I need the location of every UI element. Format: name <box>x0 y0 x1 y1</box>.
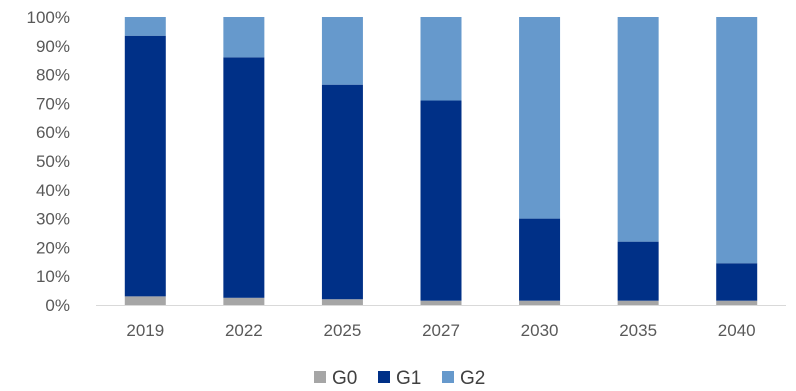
bar-segment-g2-2040 <box>716 17 758 264</box>
bar-segment-g1-2025 <box>321 84 363 300</box>
bar-segment-g0-2035 <box>617 300 659 305</box>
x-tick-label: 2022 <box>225 321 263 340</box>
x-tick-label: 2030 <box>521 321 559 340</box>
y-tick-label: 30% <box>36 210 70 229</box>
y-tick-label: 60% <box>36 123 70 142</box>
bar-segment-g0-2022 <box>223 297 265 305</box>
bar-segment-g1-2040 <box>716 263 758 301</box>
x-axis: 2019 2022 2025 2027 2030 2035 2040 <box>96 305 786 340</box>
bar-segment-g2-2030 <box>519 17 561 219</box>
bar-segment-g0-2019 <box>124 296 166 305</box>
bars <box>124 17 758 305</box>
y-tick-label: 10% <box>36 267 70 286</box>
bar-segment-g2-2035 <box>617 17 659 242</box>
x-tick-label: 2025 <box>324 321 362 340</box>
x-tick-label: 2035 <box>619 321 657 340</box>
y-tick-label: 100% <box>27 8 70 27</box>
legend-swatch-g2 <box>442 371 454 383</box>
y-tick-label: 20% <box>36 238 70 257</box>
bar-segment-g0-2027 <box>420 300 462 305</box>
y-tick-label: 40% <box>36 181 70 200</box>
bar-segment-g2-2019 <box>124 17 166 36</box>
y-tick-label: 80% <box>36 66 70 85</box>
y-tick-label: 50% <box>36 152 70 171</box>
y-tick-label: 90% <box>36 37 70 56</box>
bar-segment-g1-2022 <box>223 57 265 298</box>
bar-segment-g1-2035 <box>617 241 659 301</box>
bar-segment-g0-2025 <box>321 299 363 305</box>
bar-segment-g0-2040 <box>716 300 758 305</box>
x-tick-label: 2019 <box>126 321 164 340</box>
bar-segment-g2-2027 <box>420 17 462 101</box>
legend-swatch-g1 <box>378 371 390 383</box>
legend-label-g2: G2 <box>460 368 485 389</box>
bar-segment-g2-2022 <box>223 17 265 58</box>
legend: G0 G1 G2 <box>314 368 485 389</box>
bar-segment-g1-2027 <box>420 100 462 301</box>
bar-segment-g1-2019 <box>124 35 166 297</box>
bar-segment-g2-2025 <box>321 17 363 85</box>
legend-label-g0: G0 <box>332 368 357 389</box>
legend-label-g1: G1 <box>396 368 421 389</box>
y-tick-label: 0% <box>45 296 70 315</box>
y-axis: 0% 10% 20% 30% 40% 50% 60% 70% 80% 90% 100% <box>27 8 70 315</box>
bar-segment-g0-2030 <box>519 300 561 305</box>
y-tick-label: 70% <box>36 94 70 113</box>
bar-segment-g1-2030 <box>519 218 561 301</box>
legend-swatch-g0 <box>314 371 326 383</box>
x-tick-label: 2040 <box>718 321 756 340</box>
x-tick-label: 2027 <box>422 321 460 340</box>
